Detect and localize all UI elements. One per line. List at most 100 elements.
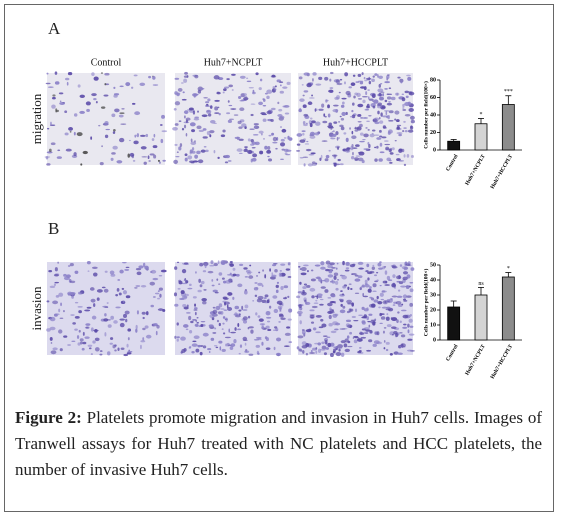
cell [357,261,364,265]
cell [324,278,330,283]
cell [116,288,120,292]
cell [348,283,352,285]
cell [329,78,332,82]
cell [194,303,197,307]
cell [58,329,63,334]
cell [329,307,332,312]
cell [145,311,149,316]
cell [288,341,293,343]
cell [333,272,339,276]
cell [242,316,248,321]
cell [410,119,415,124]
cell [140,146,147,150]
cell [327,274,334,278]
cell [329,87,334,89]
cell [204,264,207,269]
cell [408,108,414,112]
cell [391,295,398,298]
cell [184,153,188,157]
cell [144,325,149,329]
cell [398,281,404,285]
cell [199,87,205,90]
cell [214,112,220,114]
cell [381,136,387,139]
cell [390,96,396,101]
cell [329,262,335,266]
cell [140,285,147,288]
cell [355,144,360,147]
cell [287,295,290,298]
cell [73,113,78,117]
cell [308,97,315,99]
cell [283,148,289,153]
cell [48,269,53,273]
cell [396,319,399,324]
cell [391,283,396,288]
cell [339,78,343,81]
cell [99,350,103,353]
significance-label: ns [478,281,484,287]
cell [327,302,333,307]
cell [371,129,376,132]
cell [327,342,332,348]
cell [275,147,278,150]
cell [272,86,276,89]
cell [296,149,301,152]
cell [315,347,318,350]
cell [374,73,378,76]
cell [54,81,60,85]
cell [229,260,233,264]
cell [391,333,394,336]
cell [347,302,353,305]
cell [308,154,315,156]
cell [283,297,287,300]
cell [142,327,146,331]
cell [263,98,266,102]
cell [209,314,216,319]
cell [210,260,214,265]
cell [194,311,197,316]
cell [386,93,393,95]
cell [357,103,364,108]
cell [86,306,92,309]
cell [409,325,414,328]
cell [231,73,236,76]
cell [310,120,316,124]
cell [64,77,70,81]
cell [302,156,309,159]
cell [398,148,403,151]
cell [278,108,283,112]
cell [268,134,272,137]
cell [403,267,409,270]
cell [310,316,314,319]
cell [357,98,363,100]
cell [207,348,212,351]
cell [373,134,380,136]
cell [348,86,352,89]
cell [90,327,94,332]
cell [267,155,270,158]
cell [303,163,306,167]
cell [193,335,200,340]
cell [383,340,386,343]
cell [363,331,369,334]
cell [104,313,107,317]
cell [235,273,240,277]
cell [239,107,245,111]
cell [241,123,247,128]
cell [311,94,313,97]
cell [362,292,365,297]
cell [303,72,310,76]
cell [305,352,309,356]
cell [210,120,216,124]
cell [86,260,91,265]
cell [254,125,257,129]
cell [213,75,220,80]
cell [377,105,382,109]
cell [340,352,345,357]
micrograph [46,260,167,357]
cell [263,137,265,140]
cell [359,140,365,143]
cell [244,146,248,149]
bar [447,140,461,151]
